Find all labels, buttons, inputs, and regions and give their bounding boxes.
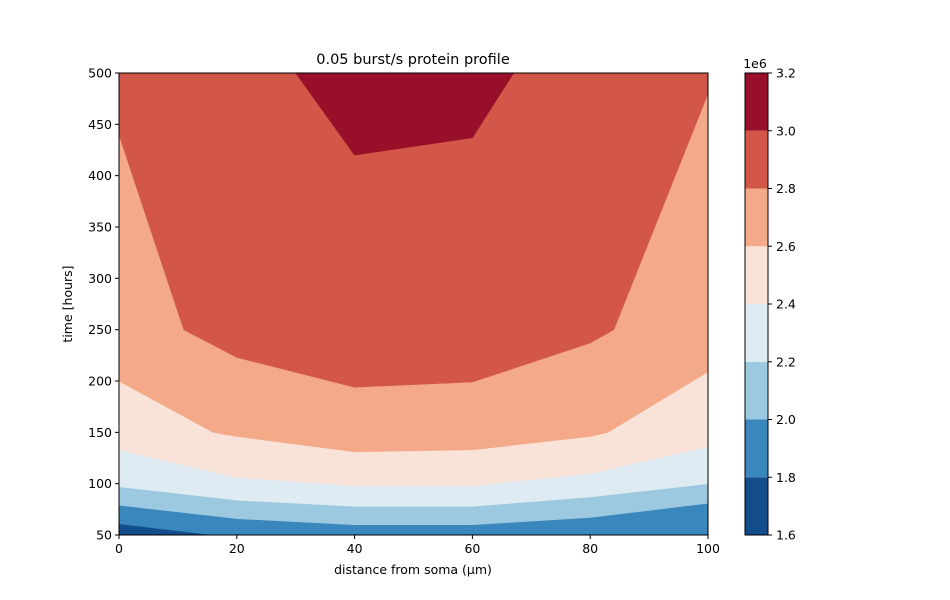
contour-band-7	[295, 73, 514, 156]
x-tick-label: 40	[347, 541, 363, 556]
colorbar-tick-label: 3.0	[776, 123, 796, 138]
colorbar-segment	[745, 477, 768, 535]
y-axis-label: time [hours]	[60, 265, 75, 342]
colorbar-segment	[745, 246, 768, 304]
y-axis: 50 100 150 200 250 300 350 400 450 500	[88, 66, 119, 543]
colorbar-segment	[745, 130, 768, 189]
colorbar-multiplier: 1e6	[743, 56, 767, 71]
y-tick-label: 300	[88, 271, 112, 286]
colorbar-tick-label: 1.6	[776, 528, 796, 543]
y-tick-label: 150	[88, 425, 112, 440]
x-axis: 0 20 40 60 80 100	[115, 535, 720, 556]
x-tick-label: 80	[582, 541, 598, 556]
colorbar-tick-label: 2.6	[776, 239, 796, 254]
y-tick-label: 100	[88, 476, 112, 491]
y-tick-label: 450	[88, 117, 112, 132]
x-tick-label: 100	[696, 541, 720, 556]
colorbar-segment	[745, 361, 768, 420]
contour-band-6	[119, 73, 708, 388]
y-tick-label: 250	[88, 322, 112, 337]
y-tick-label: 400	[88, 168, 112, 183]
x-tick-label: 60	[464, 541, 480, 556]
chart-title: 0.05 burst/s protein profile	[316, 52, 510, 68]
contour-fills	[119, 73, 708, 535]
y-tick-label: 350	[88, 220, 112, 235]
colorbar-segment	[745, 419, 768, 478]
colorbar-tick-label: 3.2	[776, 66, 796, 81]
colorbar-segment	[745, 73, 768, 131]
y-tick-label: 500	[88, 66, 112, 81]
colorbar-tick-label: 1.8	[776, 470, 796, 485]
colorbar-segment	[745, 188, 768, 247]
colorbar-tick-label: 2.2	[776, 354, 796, 369]
x-axis-label: distance from soma (μm)	[334, 562, 492, 577]
colorbar-tick-label: 2.0	[776, 412, 796, 427]
y-tick-label: 50	[96, 528, 112, 543]
colorbar-tick-label: 2.8	[776, 181, 796, 196]
colorbar-axis: 1.6 1.8 2.0 2.2 2.4 2.6 2.8 3.0 3.2	[768, 66, 796, 543]
colorbar-segment	[745, 304, 768, 362]
x-tick-label: 20	[229, 541, 245, 556]
x-tick-label: 0	[115, 541, 123, 556]
colorbar	[745, 73, 768, 535]
plot-frame	[118, 72, 709, 536]
colorbar-tick-label: 2.4	[776, 297, 796, 312]
y-tick-label: 200	[88, 374, 112, 389]
